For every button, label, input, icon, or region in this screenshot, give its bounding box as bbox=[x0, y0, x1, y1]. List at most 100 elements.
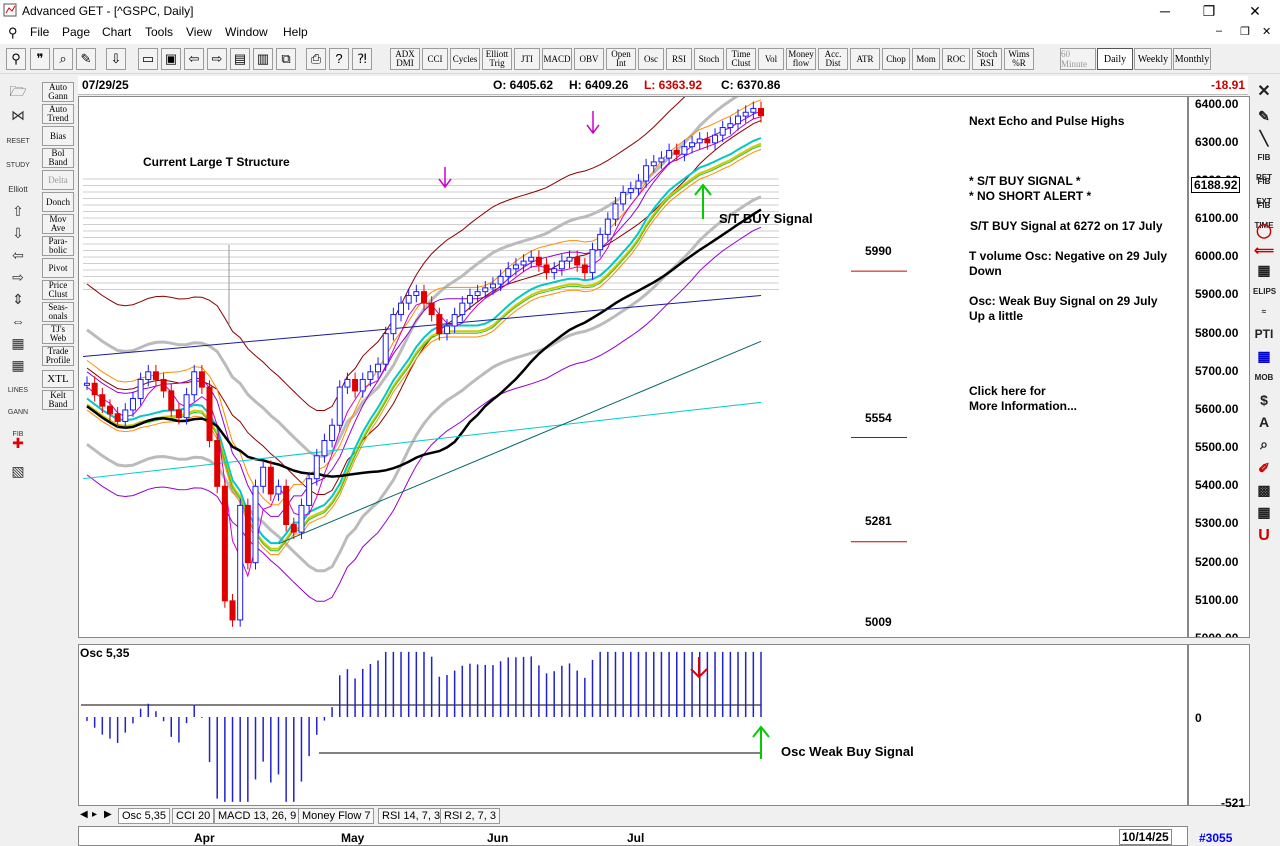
indicator-button-money-flow[interactable]: Money flow bbox=[786, 48, 816, 70]
tab-rsi-2-7-3[interactable]: RSI 2, 7, 3 bbox=[440, 808, 500, 824]
menu-view[interactable]: View bbox=[186, 25, 212, 39]
tab-cci-20[interactable]: CCI 20 bbox=[172, 808, 215, 824]
menu-window[interactable]: Window bbox=[225, 25, 268, 39]
minimize-button[interactable]: ─ bbox=[1160, 3, 1170, 19]
study-button-pivot[interactable]: Pivot bbox=[42, 258, 74, 278]
mdi-close-button[interactable]: ✕ bbox=[1262, 26, 1272, 38]
menu-page[interactable]: Page bbox=[62, 25, 91, 39]
text-tool-icon[interactable]: A bbox=[1258, 414, 1270, 430]
zoom-icon[interactable]: ⌕ bbox=[53, 48, 73, 70]
study-button-delta[interactable]: Delta bbox=[42, 170, 74, 190]
timeframe-monthly[interactable]: Monthly bbox=[1173, 48, 1211, 70]
study-button-donch[interactable]: Donch bbox=[42, 192, 74, 212]
indicator-button-acc-dist[interactable]: Acc. Dist bbox=[818, 48, 848, 70]
menu-tools[interactable]: Tools bbox=[145, 25, 174, 39]
timeframe-60-minute[interactable]: 60 Minute bbox=[1060, 48, 1096, 70]
window-icon[interactable]: ▤ bbox=[230, 48, 250, 70]
tab-rsi-14-7-3[interactable]: RSI 14, 7, 3 bbox=[378, 808, 445, 824]
tab-macd-13-26-9[interactable]: MACD 13, 26, 9 bbox=[214, 808, 301, 824]
pti-icon[interactable]: PTI bbox=[1254, 327, 1274, 341]
compress-icon[interactable]: ⇕ bbox=[12, 291, 24, 307]
help-icon[interactable]: ? bbox=[329, 48, 349, 70]
line-icon[interactable]: ╲ bbox=[1259, 130, 1269, 146]
copy-icon[interactable]: ⧉ bbox=[276, 48, 296, 70]
indicator-button-cycles[interactable]: Cycles bbox=[450, 48, 480, 70]
indicator-button-osc[interactable]: Osc bbox=[638, 48, 664, 70]
study-button-auto-gann[interactable]: Auto Gann bbox=[42, 82, 74, 102]
arrow-down-icon-2[interactable]: ⇩ bbox=[12, 225, 24, 241]
chart-tool-icon[interactable]: ✎ bbox=[76, 48, 96, 70]
back-icon[interactable]: ⇦ bbox=[184, 48, 204, 70]
indicator-button-mom[interactable]: Mom bbox=[912, 48, 940, 70]
settings-icon[interactable]: ▧ bbox=[11, 463, 25, 479]
grid-icon-2[interactable]: ▦ bbox=[11, 357, 25, 373]
indicator-button-obv[interactable]: OBV bbox=[574, 48, 604, 70]
grid-blue-icon[interactable]: ▦ bbox=[1257, 348, 1271, 364]
table-icon[interactable]: ▦ bbox=[1257, 262, 1271, 278]
arrow-right-icon[interactable]: ⇨ bbox=[12, 269, 24, 285]
fib-icon[interactable]: FIB bbox=[12, 431, 24, 438]
indicator-button-elliott-trig[interactable]: Elliott Trig bbox=[482, 48, 512, 70]
menu-help[interactable]: Help bbox=[283, 25, 308, 39]
price-chart[interactable]: Current Large T Structure S/T BUY Signal… bbox=[78, 96, 1188, 638]
indicator-button-chop[interactable]: Chop bbox=[882, 48, 910, 70]
wave-icon[interactable]: ≈ bbox=[1261, 307, 1267, 316]
restore-button[interactable]: ❐ bbox=[1202, 3, 1216, 19]
study-button-mov-ave[interactable]: Mov Ave bbox=[42, 214, 74, 234]
context-help-icon[interactable]: ⁈ bbox=[352, 48, 372, 70]
study-button-xtl[interactable]: XTL bbox=[42, 370, 74, 388]
tab-money-flow-7[interactable]: Money Flow 7 bbox=[298, 808, 375, 824]
gann-tool-icon[interactable]: ⋈ bbox=[11, 107, 25, 123]
eraser-icon[interactable]: ✐ bbox=[1258, 460, 1270, 476]
study-button-bias[interactable]: Bias bbox=[42, 126, 74, 146]
timeframe-weekly[interactable]: Weekly bbox=[1134, 48, 1172, 70]
layout-icon[interactable]: ▥ bbox=[253, 48, 273, 70]
grid-icon[interactable]: ▦ bbox=[11, 335, 25, 351]
indicator-button-stoch[interactable]: Stoch bbox=[694, 48, 724, 70]
elips-icon[interactable]: ELIPS bbox=[1253, 287, 1277, 296]
indicator-button-time-clust[interactable]: Time Clust bbox=[726, 48, 756, 70]
gann-icon[interactable]: GANN bbox=[7, 409, 29, 416]
study-button-bol-band[interactable]: Bol Band bbox=[42, 148, 74, 168]
reset-icon[interactable]: RESET bbox=[6, 138, 30, 145]
tab-osc-5-35[interactable]: Osc 5,35 bbox=[118, 808, 171, 824]
doc-icon[interactable]: ⚲ bbox=[8, 25, 18, 40]
mdi-restore-button[interactable]: ❐ bbox=[1240, 26, 1250, 38]
print-icon[interactable]: ⎙ bbox=[306, 48, 326, 70]
indicator-button-vol[interactable]: Vol bbox=[758, 48, 784, 70]
arrow-tool-icon[interactable]: ⟸ bbox=[1253, 242, 1275, 258]
tab-next-icon[interactable]: ▶ bbox=[104, 809, 112, 820]
study-button-para-bolic[interactable]: Para-bolic bbox=[42, 236, 74, 256]
indicator-button-cci[interactable]: CCI bbox=[422, 48, 448, 70]
arrow-left-icon[interactable]: ⇦ bbox=[12, 247, 24, 263]
circle-icon[interactable]: ◯ bbox=[1256, 222, 1272, 238]
indicator-button-rsi[interactable]: RSI bbox=[666, 48, 692, 70]
indicator-button-wims-r[interactable]: Wims %R bbox=[1004, 48, 1034, 70]
grid-icon-3[interactable]: ▦ bbox=[1257, 504, 1271, 520]
pointer-icon[interactable]: ⚲ bbox=[6, 48, 26, 70]
indicator-button-roc[interactable]: ROC bbox=[942, 48, 970, 70]
more-info-line-2[interactable]: More Information... bbox=[969, 399, 1077, 413]
oscillator-panel[interactable]: Osc 5,35 Osc Weak Buy Signal bbox=[78, 644, 1188, 806]
new-page-icon[interactable]: ▭ bbox=[138, 48, 158, 70]
fib-ext-icon[interactable]: FIB EXT bbox=[1256, 177, 1272, 206]
pencil-icon[interactable]: ✎ bbox=[1258, 108, 1270, 124]
tab-first-icon[interactable]: ◀ bbox=[80, 809, 88, 820]
indicator-button-open-int[interactable]: Open Int bbox=[606, 48, 636, 70]
indicator-button-adx-dmi[interactable]: ADX DMI bbox=[390, 48, 420, 70]
indicator-button-stoch-rsi[interactable]: Stoch RSI bbox=[972, 48, 1002, 70]
forward-icon[interactable]: ⇨ bbox=[207, 48, 227, 70]
fib-time-icon[interactable]: FIB TIME bbox=[1254, 201, 1274, 230]
more-info-line-1[interactable]: Click here for bbox=[969, 384, 1046, 398]
expand-icon[interactable]: ⇔ bbox=[11, 313, 25, 329]
study-button-price-clust[interactable]: Price Clust bbox=[42, 280, 74, 300]
tab-prev-icon[interactable]: ▸ bbox=[92, 809, 98, 820]
study-button-tj-s-web[interactable]: TJ's Web bbox=[42, 324, 74, 344]
menu-chart[interactable]: Chart bbox=[102, 25, 132, 39]
study-button-kelt-band[interactable]: Kelt Band bbox=[42, 390, 74, 410]
study-icon[interactable]: STUDY bbox=[6, 162, 30, 169]
mob-icon[interactable]: MOB bbox=[1254, 373, 1274, 382]
magnet-icon[interactable]: U bbox=[1258, 527, 1270, 544]
study-button-seas-onals[interactable]: Seas-onals bbox=[42, 302, 74, 322]
arrow-down-icon[interactable]: ⇩ bbox=[106, 48, 126, 70]
